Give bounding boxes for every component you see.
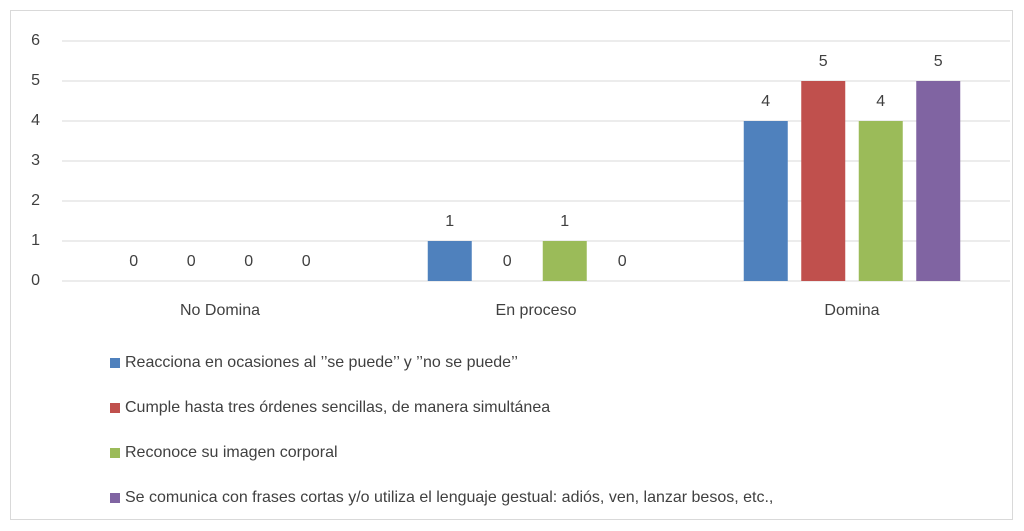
y-tick-label: 0 [31,272,40,289]
bar [743,121,788,281]
data-label: 0 [187,253,196,270]
legend-label: Se comunica con frases cortas y/o utiliz… [125,489,773,506]
data-label: 4 [876,93,885,110]
x-tick-label: No Domina [180,302,260,319]
legend-label: Cumple hasta tres órdenes sencillas, de … [125,399,550,416]
legend-swatch [110,358,120,368]
x-tick-label: En proceso [496,302,577,319]
data-label: 0 [302,253,311,270]
data-label: 5 [934,53,943,70]
y-tick-label: 6 [31,32,40,49]
bar [542,241,587,281]
legend-swatch [110,448,120,458]
y-tick-label: 3 [31,152,40,169]
data-label: 4 [761,93,770,110]
data-label: 1 [445,213,454,230]
chart-border [10,10,1013,520]
y-tick-label: 1 [31,232,40,249]
y-tick-label: 4 [31,112,40,129]
data-label: 0 [503,253,512,270]
bar [427,241,472,281]
legend-swatch [110,493,120,503]
data-label: 5 [819,53,828,70]
y-tick-label: 5 [31,72,40,89]
data-label: 1 [560,213,569,230]
legend-swatch [110,403,120,413]
legend-label: Reconoce su imagen corporal [125,444,338,461]
y-tick-label: 2 [31,192,40,209]
bar [801,81,846,281]
data-label: 0 [244,253,253,270]
legend-label: Reacciona en ocasiones al ’’se puede’’ y… [125,354,518,371]
x-tick-label: Domina [824,302,879,319]
bar [916,81,961,281]
data-label: 0 [129,253,138,270]
bar [858,121,903,281]
data-label: 0 [618,253,627,270]
